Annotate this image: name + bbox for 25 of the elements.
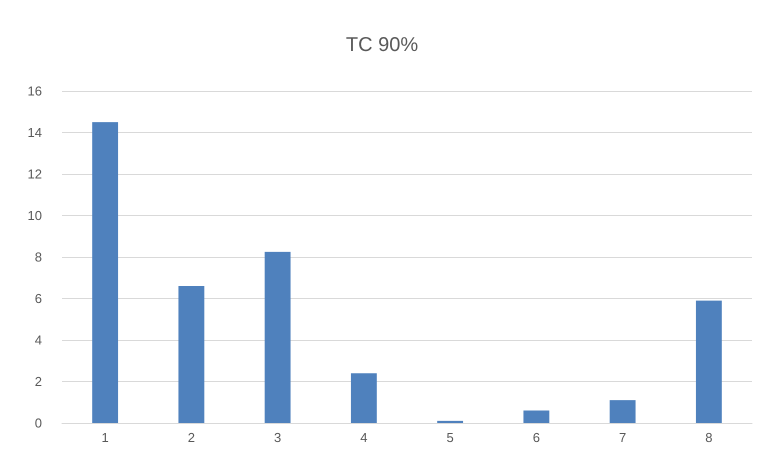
y-tick-label: 16 bbox=[28, 84, 42, 98]
y-tick-label: 10 bbox=[28, 208, 42, 223]
y-tick-label: 4 bbox=[34, 332, 42, 348]
y-tick-label: 0 bbox=[34, 416, 42, 430]
x-tick-label: 4 bbox=[360, 430, 368, 445]
x-tick-label: 1 bbox=[102, 430, 109, 445]
bar bbox=[696, 300, 722, 423]
bar bbox=[610, 400, 636, 423]
bar bbox=[264, 252, 291, 423]
bar bbox=[523, 410, 550, 423]
y-tick-label: 2 bbox=[34, 374, 42, 389]
x-tick-label: 5 bbox=[446, 430, 454, 445]
y-tick-label: 12 bbox=[28, 166, 42, 182]
bar bbox=[350, 373, 377, 423]
bar bbox=[92, 122, 118, 423]
chart-title: TC 90% bbox=[346, 34, 418, 56]
x-tick-label: 3 bbox=[274, 430, 282, 445]
y-tick-label: 8 bbox=[34, 250, 42, 264]
x-tick-label: 6 bbox=[532, 430, 540, 445]
x-tick-label: 7 bbox=[619, 430, 626, 445]
y-tick-label: 6 bbox=[34, 291, 42, 306]
x-tick-label: 2 bbox=[188, 430, 195, 445]
bar bbox=[178, 286, 204, 423]
y-tick-label: 14 bbox=[28, 125, 42, 140]
x-tick-label: 8 bbox=[705, 430, 712, 445]
